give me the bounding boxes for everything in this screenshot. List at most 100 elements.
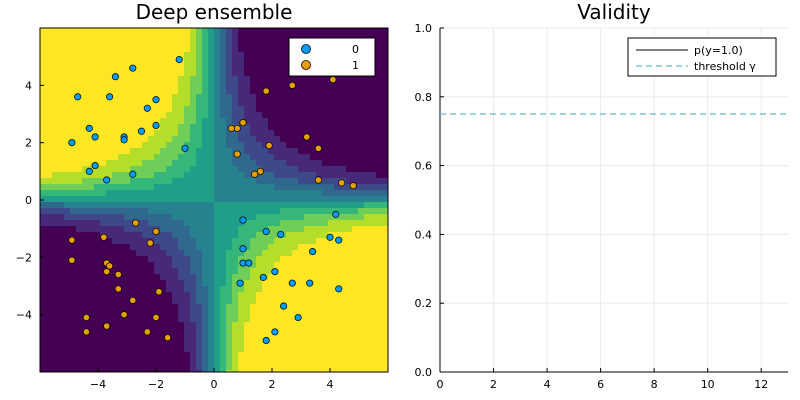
contour-cell <box>82 70 89 77</box>
contour-cell <box>166 70 173 77</box>
contour-cell <box>310 142 317 149</box>
contour-cell <box>268 46 275 53</box>
contour-cell <box>112 250 119 257</box>
y-tick-label: 0.6 <box>415 160 433 173</box>
contour-cell <box>106 46 113 53</box>
contour-cell <box>382 28 388 35</box>
contour-cell <box>352 232 359 239</box>
contour-cell <box>262 196 269 203</box>
contour-cell <box>202 226 209 233</box>
contour-cell <box>46 46 53 53</box>
contour-cell <box>106 310 113 317</box>
contour-cell <box>166 28 173 35</box>
contour-cell <box>358 106 365 113</box>
contour-cell <box>202 304 209 311</box>
contour-cell <box>160 232 167 239</box>
contour-cell <box>148 100 155 107</box>
contour-cell <box>298 220 305 227</box>
contour-cell <box>250 148 257 155</box>
contour-cell <box>136 154 143 161</box>
contour-cell <box>214 262 221 269</box>
contour-cell <box>70 358 77 365</box>
contour-cell <box>286 298 293 305</box>
contour-cell <box>148 232 155 239</box>
contour-cell <box>244 334 251 341</box>
contour-cell <box>130 190 137 197</box>
contour-cell <box>328 34 335 41</box>
contour-cell <box>52 46 59 53</box>
contour-cell <box>70 316 77 323</box>
contour-cell <box>364 280 371 287</box>
contour-cell <box>328 298 335 305</box>
contour-cell <box>322 28 329 35</box>
contour-cell <box>352 214 359 221</box>
contour-cell <box>322 358 329 365</box>
contour-cell <box>346 190 353 197</box>
contour-cell <box>376 142 383 149</box>
contour-cell <box>358 226 365 233</box>
contour-cell <box>52 94 59 101</box>
contour-cell <box>184 214 191 221</box>
contour-cell <box>208 328 215 335</box>
contour-cell <box>148 244 155 251</box>
contour-cell <box>280 244 287 251</box>
contour-cell <box>40 52 47 59</box>
contour-cell <box>124 88 131 95</box>
contour-cell <box>142 70 149 77</box>
contour-cell <box>58 118 65 125</box>
contour-cell <box>46 304 53 311</box>
contour-cell <box>142 112 149 119</box>
contour-cell <box>346 124 353 131</box>
contour-cell <box>166 316 173 323</box>
contour-cell <box>100 28 107 35</box>
contour-cell <box>196 202 203 209</box>
contour-cell <box>322 34 329 41</box>
contour-cell <box>220 262 227 269</box>
contour-cell <box>364 238 371 245</box>
contour-cell <box>352 34 359 41</box>
contour-cell <box>274 340 281 347</box>
contour-cell <box>46 154 53 161</box>
contour-cell <box>112 268 119 275</box>
contour-cell <box>100 190 107 197</box>
contour-cell <box>46 88 53 95</box>
contour-cell <box>334 154 341 161</box>
contour-cell <box>172 166 179 173</box>
contour-cell <box>82 130 89 137</box>
contour-cell <box>40 280 47 287</box>
contour-cell <box>262 28 269 35</box>
contour-cell <box>262 130 269 137</box>
contour-cell <box>256 178 263 185</box>
contour-cell <box>346 250 353 257</box>
contour-cell <box>244 304 251 311</box>
contour-cell <box>382 130 388 137</box>
contour-cell <box>268 196 275 203</box>
contour-cell <box>376 316 383 323</box>
contour-cell <box>52 208 59 215</box>
contour-cell <box>226 286 233 293</box>
contour-cell <box>178 196 185 203</box>
contour-cell <box>64 346 71 353</box>
contour-cell <box>160 160 167 167</box>
contour-cell <box>94 256 101 263</box>
contour-cell <box>52 172 59 179</box>
contour-cell <box>274 244 281 251</box>
contour-cell <box>190 220 197 227</box>
contour-cell <box>70 286 77 293</box>
contour-cell <box>232 112 239 119</box>
contour-cell <box>304 256 311 263</box>
contour-cell <box>172 172 179 179</box>
contour-cell <box>142 352 149 359</box>
contour-cell <box>88 202 95 209</box>
contour-cell <box>136 52 143 59</box>
contour-cell <box>208 298 215 305</box>
contour-cell <box>76 346 83 353</box>
contour-cell <box>154 58 161 65</box>
class-1-point <box>114 285 122 293</box>
contour-cell <box>370 184 377 191</box>
contour-cell <box>208 100 215 107</box>
contour-cell <box>58 172 65 179</box>
contour-cell <box>64 352 71 359</box>
contour-cell <box>64 160 71 167</box>
contour-cell <box>58 70 65 77</box>
